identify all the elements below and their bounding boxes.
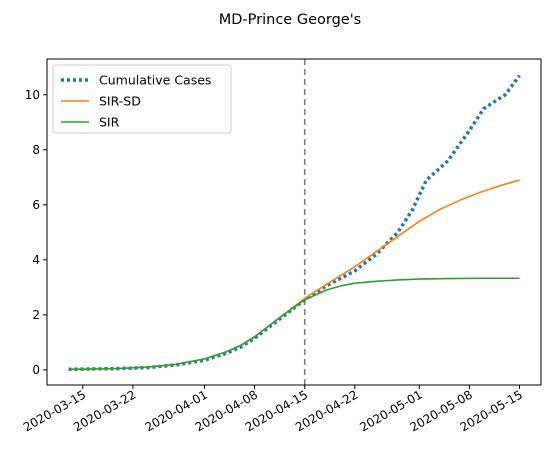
legend-label: Cumulative Cases	[99, 73, 211, 88]
y-tick-label: 2	[32, 308, 40, 322]
legend-label: SIR-SD	[99, 94, 141, 109]
legend-label: SIR	[99, 115, 120, 130]
chart-title: MD-Prince George's	[219, 12, 361, 28]
y-tick-label: 8	[32, 143, 40, 157]
y-axis: 0 2 4 6 8 10	[25, 88, 47, 377]
series-line-sir	[68, 277, 520, 371]
y-tick-label: 6	[32, 198, 40, 212]
axes-frame	[46, 58, 542, 386]
series-line-sir-sd	[68, 179, 520, 371]
legend-box	[52, 64, 232, 134]
y-tick-label: 4	[32, 253, 40, 267]
y-tick-label: 10	[25, 88, 40, 102]
y-tick-label: 0	[32, 363, 40, 377]
plot-area	[68, 59, 521, 385]
legend: Cumulative Cases SIR-SD SIR	[52, 64, 232, 134]
